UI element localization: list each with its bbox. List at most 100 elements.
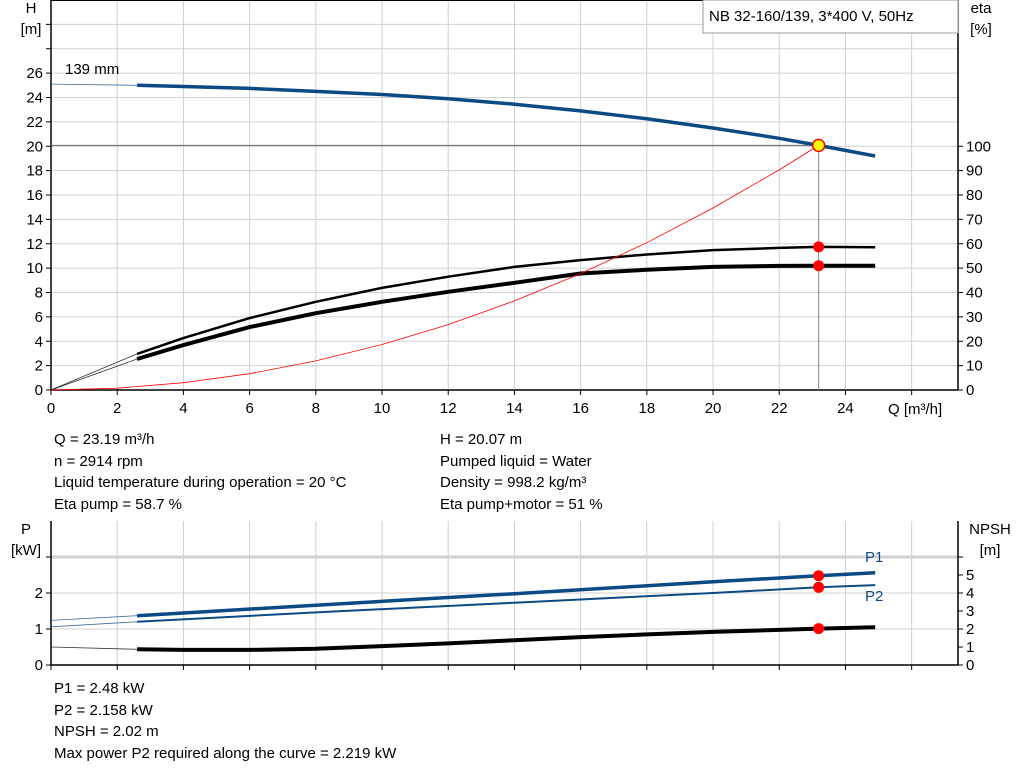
- right-tick-label: 100: [966, 138, 991, 155]
- p1-series-label: P1: [865, 549, 883, 566]
- x-tick-label: 24: [837, 400, 854, 417]
- right-tick-label: 0: [966, 657, 974, 674]
- x-tick-label: 10: [374, 400, 391, 417]
- result-h: H = 20.07 m: [440, 431, 523, 448]
- result-speed: n = 2914 rpm: [54, 452, 143, 470]
- eta-pump-motor-curve: [136, 263, 876, 361]
- x-tick-label: 2: [113, 400, 121, 417]
- result-eta-pump: Eta pump = 58.7 %: [54, 495, 182, 513]
- x-tick-label: 20: [705, 400, 722, 417]
- results-top-right: H = 20.07 m Pumped liquid = Water Densit…: [440, 429, 603, 515]
- bottom-grid: [51, 521, 958, 665]
- h-axis-title: H: [26, 0, 37, 17]
- top-axes: 0246810121416182022242601020304050607080…: [26, 0, 991, 417]
- right-tick-label: 1: [966, 639, 974, 656]
- result-density: Density = 998.2 kg/m³: [440, 474, 587, 491]
- right-tick-label: 70: [966, 211, 983, 228]
- results-bottom: P1 = 2.48 kW P2 = 2.158 kW NPSH = 2.02 m…: [54, 678, 396, 764]
- x-tick-label: 0: [47, 400, 55, 417]
- left-tick-label: 2: [35, 358, 43, 375]
- left-tick-label: 1: [35, 621, 43, 638]
- chart-title: NB 32-160/139, 3*400 V, 50Hz: [709, 8, 914, 25]
- result-max-p2: Max power P2 required along the curve = …: [54, 744, 397, 762]
- left-tick-label: 24: [26, 90, 43, 107]
- right-tick-label: 90: [966, 163, 983, 180]
- eta-pump-motor-extrapolated-line: [50, 358, 138, 391]
- P1-curve: [136, 571, 876, 618]
- result-pumped-liquid: Pumped liquid = Water: [440, 452, 592, 470]
- p-axis-title: P: [21, 521, 31, 538]
- system-curve-curve: [50, 145, 819, 391]
- p-axis-unit: [kW]: [11, 542, 41, 559]
- right-tick-label: 0: [966, 382, 974, 399]
- right-tick-label: 20: [966, 333, 983, 350]
- x-tick-label: 6: [245, 400, 253, 417]
- eta-pump-motor-marker: [813, 260, 825, 272]
- left-tick-label: 8: [35, 285, 43, 302]
- left-tick-label: 20: [26, 138, 43, 155]
- right-tick-label: 30: [966, 309, 983, 326]
- right-tick-label: 60: [966, 236, 983, 253]
- left-tick-label: 4: [35, 333, 43, 350]
- npsh-axis-title: NPSH: [969, 521, 1011, 538]
- eta-pump-curve: [136, 245, 876, 356]
- eta-pump-marker: [813, 241, 825, 253]
- q-axis-title: Q [m³/h]: [888, 401, 942, 418]
- left-tick-label: 0: [35, 382, 43, 399]
- npsh-axis-unit: [m]: [980, 542, 1001, 559]
- p2-series-label: P2: [865, 588, 883, 605]
- title-box: [702, 0, 959, 34]
- x-tick-label: 4: [179, 400, 187, 417]
- left-tick-label: 6: [35, 309, 43, 326]
- right-tick-label: 2: [966, 621, 974, 638]
- left-tick-label: 12: [26, 236, 43, 253]
- x-tick-label: 12: [440, 400, 457, 417]
- left-tick-label: 26: [26, 65, 43, 82]
- x-tick-label: 14: [506, 400, 523, 417]
- eta-axis-unit: [%]: [970, 21, 992, 38]
- left-tick-label: 2: [35, 585, 43, 602]
- P1-extrapolated-line: [50, 615, 138, 621]
- x-tick-label: 8: [312, 400, 320, 417]
- result-p2: P2 = 2.158 kW: [54, 701, 153, 719]
- result-liquid-temperature: Liquid temperature during operation = 20…: [54, 474, 347, 491]
- top-curves: [50, 83, 876, 391]
- impeller-label: 139 mm: [65, 61, 119, 78]
- top-grid: [51, 0, 958, 390]
- result-q: Q = 23.19 m³/h: [54, 431, 155, 448]
- right-tick-label: 80: [966, 187, 983, 204]
- right-tick-label: 10: [966, 358, 983, 375]
- eta-axis-title: eta: [971, 0, 993, 17]
- x-tick-label: 18: [638, 400, 655, 417]
- right-tick-label: 5: [966, 567, 974, 584]
- result-p1: P1 = 2.48 kW: [54, 680, 145, 697]
- x-tick-label: 22: [771, 400, 788, 417]
- right-tick-label: 4: [966, 585, 974, 602]
- left-tick-label: 0: [35, 657, 43, 674]
- duty-point-marker: [811, 138, 826, 153]
- left-tick-label: 14: [26, 211, 43, 228]
- P2-extrapolated-line: [50, 621, 138, 628]
- H-curve: [137, 83, 876, 158]
- left-tick-label: 10: [26, 260, 43, 277]
- right-tick-label: 40: [966, 285, 983, 302]
- result-eta-pump-motor: Eta pump+motor = 51 %: [440, 495, 603, 513]
- right-tick-label: 50: [966, 260, 983, 277]
- results-top-left: Q = 23.19 m³/h n = 2914 rpm Liquid tempe…: [54, 429, 346, 515]
- result-npsh: NPSH = 2.02 m: [54, 723, 159, 740]
- p2-marker: [813, 581, 825, 593]
- h-axis-unit: [m]: [21, 21, 42, 38]
- right-tick-label: 3: [966, 603, 974, 620]
- x-tick-label: 16: [572, 400, 589, 417]
- bottom-curves: [50, 570, 876, 652]
- left-tick-label: 22: [26, 114, 43, 131]
- eta-pump-extrapolated-line: [50, 353, 138, 391]
- P2-curve: [137, 584, 876, 623]
- left-tick-label: 18: [26, 163, 43, 180]
- NPSH-extrapolated-line: [50, 646, 138, 650]
- left-tick-label: 16: [26, 187, 43, 204]
- npsh-marker: [813, 623, 825, 635]
- NPSH-curve: [137, 625, 876, 652]
